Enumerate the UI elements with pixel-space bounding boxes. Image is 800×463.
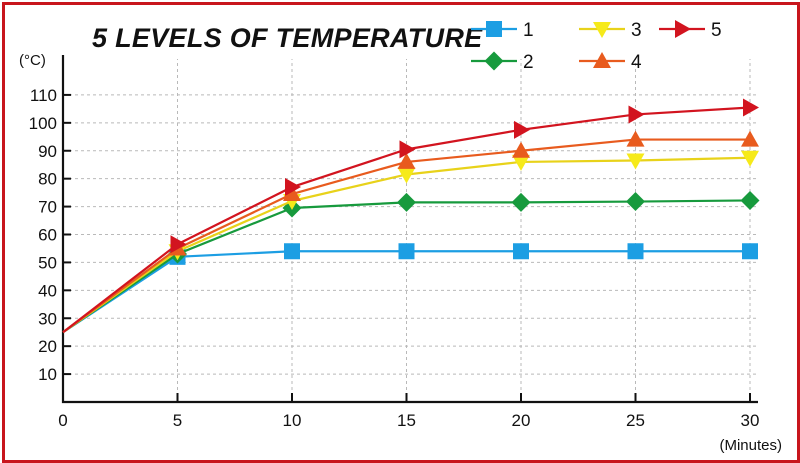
temperature-chart: 5 LEVELS OF TEMPERATURE (°C) (Minutes) 1… — [19, 20, 782, 454]
data-point-series-4 — [397, 152, 416, 169]
series-2 — [62, 190, 760, 334]
axes — [61, 55, 758, 404]
data-point-series-5 — [399, 140, 416, 159]
data-point-series-3 — [512, 154, 530, 171]
y-axis-label: (°C) — [19, 52, 46, 69]
x-tick-label: 30 — [741, 411, 760, 430]
data-point-series-1 — [398, 243, 415, 260]
data-point-series-4 — [283, 185, 301, 202]
legend-item-3: 3 — [579, 20, 642, 41]
legend-label-5: 5 — [711, 20, 722, 41]
data-point-series-1 — [742, 243, 758, 260]
legend-item-2: 2 — [471, 51, 534, 73]
legend-item-4: 4 — [579, 52, 642, 73]
series — [62, 98, 760, 334]
y-tick-label: 70 — [38, 198, 57, 217]
legend-label-1: 1 — [523, 20, 534, 41]
legend-marker-4 — [593, 52, 611, 68]
legend-marker-2 — [484, 51, 504, 71]
grid — [63, 59, 758, 402]
series-5 — [62, 98, 759, 334]
x-tick-label: 25 — [626, 411, 645, 430]
data-point-series-1 — [284, 243, 300, 260]
data-point-series-4 — [626, 130, 645, 147]
legend-marker-1 — [486, 21, 502, 37]
series-3 — [62, 150, 759, 334]
legend-marker-5 — [675, 20, 691, 38]
data-point-series-2 — [740, 190, 760, 210]
tick-labels: 10 20 30 40 50 60 70 80 90 100 110 0 5 10 15 20 25 30 — [29, 86, 760, 430]
x-tick-label: 10 — [283, 411, 302, 430]
x-tick-label: 0 — [58, 411, 67, 430]
legend: 1 2 3 4 5 — [471, 20, 722, 73]
legend-label-4: 4 — [631, 52, 642, 73]
axis-lines — [61, 55, 758, 404]
chart-title: 5 LEVELS OF TEMPERATURE — [92, 23, 483, 53]
data-point-series-3 — [741, 150, 759, 167]
x-tick-label: 15 — [397, 411, 416, 430]
data-point-series-1 — [627, 243, 644, 260]
y-tick-label: 50 — [38, 253, 57, 272]
y-tick-label: 100 — [29, 114, 57, 133]
data-point-series-5 — [743, 98, 759, 117]
legend-item-1: 1 — [471, 20, 534, 41]
legend-marker-3 — [593, 22, 611, 38]
x-tick-label: 5 — [173, 411, 182, 430]
data-point-series-5 — [285, 178, 301, 197]
y-tick-label: 90 — [38, 142, 57, 161]
y-tick-label: 40 — [38, 281, 57, 300]
data-point-series-5 — [628, 105, 645, 124]
data-point-series-4 — [741, 130, 759, 147]
data-point-series-2 — [397, 192, 416, 212]
y-tick-label: 10 — [38, 365, 57, 384]
x-tick-label: 20 — [512, 411, 531, 430]
data-point-series-3 — [397, 167, 416, 184]
legend-label-3: 3 — [631, 20, 642, 41]
data-point-series-1 — [513, 243, 529, 260]
y-tick-label: 30 — [38, 309, 57, 328]
data-point-series-5 — [514, 120, 530, 139]
data-point-series-3 — [626, 153, 645, 170]
y-tick-label: 80 — [38, 170, 57, 189]
legend-label-2: 2 — [523, 52, 534, 73]
y-tick-label: 110 — [30, 86, 57, 105]
data-point-series-5 — [170, 235, 187, 254]
x-axis-label: (Minutes) — [719, 437, 782, 454]
y-tick-label: 60 — [38, 226, 57, 245]
data-point-series-2 — [626, 192, 645, 212]
data-point-series-4 — [512, 141, 530, 158]
y-tick-label: 20 — [38, 337, 57, 356]
data-point-series-2 — [511, 192, 531, 212]
legend-item-5: 5 — [659, 20, 722, 41]
